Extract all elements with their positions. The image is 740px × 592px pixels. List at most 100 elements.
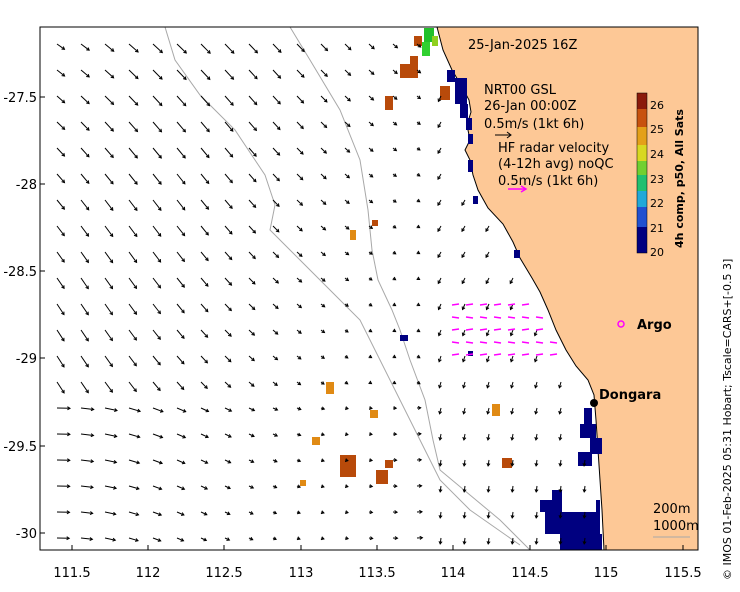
current-vector-head <box>322 226 327 231</box>
current-vector-head <box>418 457 423 462</box>
current-vector <box>56 95 65 104</box>
current-vector <box>176 355 185 365</box>
current-vector <box>320 43 328 51</box>
current-vector-head <box>253 101 258 106</box>
current-vector <box>510 355 514 362</box>
current-vector-head <box>393 432 398 437</box>
current-vector <box>128 147 138 159</box>
current-vector <box>56 303 65 315</box>
current-vector <box>248 69 258 80</box>
current-vector-head <box>180 360 185 365</box>
current-vector <box>583 511 586 518</box>
current-vector-head <box>393 121 398 126</box>
current-vector-head <box>205 231 209 236</box>
current-vector <box>437 277 442 284</box>
current-vector <box>320 173 327 180</box>
current-vector-head <box>299 227 303 232</box>
current-vector <box>104 147 114 158</box>
current-vector <box>272 173 280 182</box>
current-vector <box>80 225 89 237</box>
current-vector-head <box>392 354 397 359</box>
current-vector-head <box>485 332 490 337</box>
current-vector-head <box>134 154 138 159</box>
current-vector-head <box>438 514 443 519</box>
current-vector <box>461 277 466 284</box>
current-vector-head <box>227 358 232 363</box>
current-vector-head <box>462 462 467 467</box>
current-vector <box>583 459 586 466</box>
current-vector <box>559 459 562 466</box>
current-vector-head <box>299 151 304 155</box>
current-vector <box>534 329 538 336</box>
current-vector-head <box>109 389 113 393</box>
current-vector-head <box>230 50 235 54</box>
current-vector <box>104 251 114 263</box>
current-vector <box>104 95 114 105</box>
current-vector-head <box>228 408 233 412</box>
current-vector <box>248 329 255 336</box>
current-vector-head <box>462 384 466 389</box>
current-vector <box>439 485 442 492</box>
isobath-200m-label: 200m <box>653 502 690 517</box>
current-vector-head <box>205 180 210 185</box>
current-vector-head <box>275 254 280 259</box>
current-vector-head <box>510 436 515 441</box>
current-vector-head <box>229 179 233 184</box>
current-vector <box>176 251 185 262</box>
current-vector <box>248 225 256 234</box>
current-vector <box>461 199 466 206</box>
current-vector-head <box>85 259 89 264</box>
current-vector-head <box>437 358 442 363</box>
current-vector <box>104 303 113 315</box>
current-vector <box>224 407 232 412</box>
current-vector-head <box>461 306 466 311</box>
current-vector-head <box>368 277 373 281</box>
current-vector-head <box>392 302 397 307</box>
current-vector <box>392 43 398 49</box>
current-vector <box>176 329 185 339</box>
current-vector <box>152 303 161 314</box>
current-vector-head <box>369 173 374 178</box>
current-vector-head <box>61 232 65 237</box>
current-vector-head <box>297 432 302 437</box>
current-vector <box>200 95 210 106</box>
current-vector <box>248 303 256 310</box>
current-vector-head <box>393 406 398 411</box>
current-vector-head <box>90 433 95 438</box>
current-vector-head <box>109 363 113 368</box>
current-vector <box>200 225 209 236</box>
current-vector-head <box>416 172 421 177</box>
colorbar-tick-24: 24 <box>650 148 664 161</box>
current-vector-head <box>370 96 375 101</box>
colorbar-tick-23: 23 <box>650 173 664 186</box>
current-vector-head <box>324 73 328 78</box>
current-vector-head <box>85 233 90 237</box>
current-vector-head <box>206 76 211 81</box>
current-vector <box>320 199 327 205</box>
current-vector <box>152 199 162 211</box>
colorbar-tick-26: 26 <box>650 99 664 112</box>
current-vector-head <box>297 381 302 386</box>
hf-vector <box>451 353 460 356</box>
current-vector <box>176 277 185 288</box>
current-vector-head <box>205 434 209 439</box>
current-vector-head <box>110 48 115 52</box>
current-vector-head <box>320 484 325 489</box>
current-vector <box>461 251 466 258</box>
current-vector <box>511 511 514 518</box>
current-vector-head <box>157 284 162 289</box>
hf-vector <box>465 328 474 331</box>
current-vector-head <box>90 485 94 490</box>
current-vector <box>176 485 185 490</box>
current-vector <box>152 251 161 263</box>
current-vector-head <box>113 485 118 490</box>
current-vector-head <box>227 485 231 490</box>
current-vector <box>56 121 65 130</box>
current-vector-head <box>181 232 186 237</box>
current-vector-head <box>301 48 305 53</box>
current-vector <box>509 277 514 284</box>
current-vector-head <box>392 199 397 203</box>
current-vector <box>224 147 233 158</box>
current-vector-head <box>85 363 89 368</box>
current-vector <box>56 329 65 342</box>
